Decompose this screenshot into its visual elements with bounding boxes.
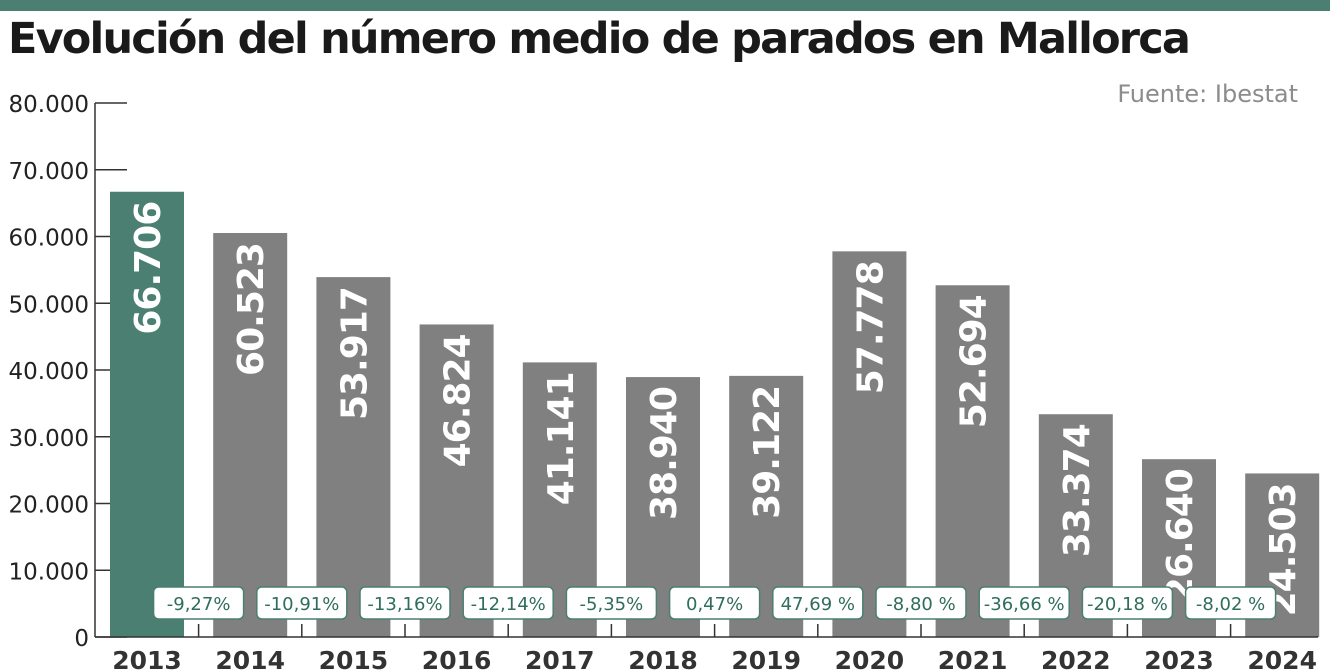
change-badge	[668, 586, 761, 620]
change-badge-label: -10,91%	[264, 594, 339, 615]
bar-value-label: 57.778	[850, 261, 891, 394]
bar-value-label: 53.917	[334, 287, 375, 420]
y-tick-label: 10.000	[9, 559, 89, 585]
x-tick-label: 2022	[1041, 646, 1111, 670]
y-tick-label: 50.000	[9, 292, 89, 318]
change-badge-label: -8,80 %	[886, 594, 955, 615]
x-tick-label: 2023	[1144, 646, 1214, 670]
bar	[316, 277, 391, 637]
bar-value-label: 60.523	[231, 243, 272, 376]
change-badge-label: -13,16%	[367, 594, 442, 615]
change-badge-label: -36,66 %	[984, 594, 1065, 615]
bar-value-label: 52.694	[954, 295, 995, 428]
x-tick-label: 2021	[938, 646, 1008, 670]
bar	[213, 233, 288, 637]
x-tick-label: 2014	[215, 646, 285, 670]
bar-value-label: 39.122	[747, 386, 788, 519]
bar-value-label: 46.824	[438, 334, 479, 467]
x-tick-label: 2020	[835, 646, 905, 670]
x-tick-label: 2016	[422, 646, 492, 670]
y-tick-label: 70.000	[9, 159, 89, 185]
y-tick-label: 40.000	[9, 359, 89, 385]
y-tick-label: 30.000	[9, 426, 89, 452]
change-badge-label: -5,35%	[580, 594, 644, 615]
change-badge	[256, 586, 348, 620]
change-badge	[772, 586, 864, 620]
bar-value-label: 41.141	[541, 372, 582, 505]
change-badge-label: -12,14%	[471, 594, 546, 615]
change-badge	[875, 586, 967, 620]
change-badge-label: -8,02 %	[1196, 594, 1265, 615]
change-badge-label: 47,69 %	[781, 594, 855, 615]
bar	[935, 285, 1010, 637]
change-badge	[152, 586, 245, 620]
x-tick-label: 2018	[628, 646, 698, 670]
x-tick-label: 2017	[525, 646, 595, 670]
bar-value-label: 66.706	[128, 202, 169, 335]
y-tick-label: 80.000	[9, 92, 89, 118]
x-tick-label: 2013	[112, 646, 182, 670]
bar-value-label: 26.640	[1160, 469, 1201, 602]
change-badge	[565, 586, 658, 620]
y-tick-label: 60.000	[9, 226, 89, 252]
chart-source: Fuente: Ibestat	[1117, 80, 1298, 108]
bar	[832, 251, 907, 637]
change-badge-label: 0,47%	[686, 594, 743, 615]
y-tick-label: 20.000	[9, 493, 89, 519]
bar-value-label: 33.374	[1057, 424, 1098, 557]
x-tick-label: 2024	[1247, 646, 1317, 670]
top-accent-rule	[0, 0, 1330, 11]
change-badge-label: -20,18 %	[1087, 594, 1168, 615]
x-tick-label: 2015	[319, 646, 389, 670]
bar	[419, 324, 494, 637]
change-badge	[359, 586, 451, 620]
bar	[110, 191, 184, 637]
change-badge-label: -9,27%	[167, 594, 231, 615]
change-badge	[462, 586, 554, 620]
change-badge	[978, 586, 1070, 620]
chart-title: Evolución del número medio de parados en…	[8, 14, 1191, 64]
x-tick-label: 2019	[731, 646, 801, 670]
change-badge	[1081, 586, 1174, 620]
bar-value-label: 38.940	[644, 387, 685, 520]
change-badge	[1184, 586, 1277, 620]
y-tick-label: 0	[74, 626, 89, 652]
